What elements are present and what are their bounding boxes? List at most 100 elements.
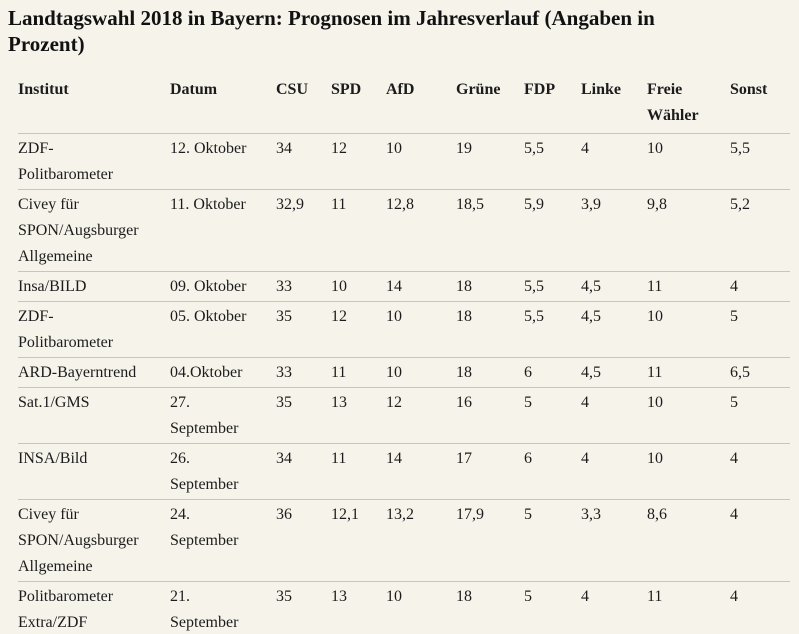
- cell-freie-waehler: 11: [647, 588, 663, 605]
- cell-datum: 09. Oktober: [170, 278, 247, 295]
- cell-sonst: 5: [730, 308, 738, 325]
- cell-afd: 14: [386, 450, 402, 467]
- cell-datum: 21. September: [170, 588, 239, 631]
- table-header: Institut Datum CSU SPD AfD Grüne FDP Lin…: [18, 69, 790, 134]
- cell-csu: 33: [276, 364, 292, 381]
- table-row: ARD-Bayerntrend 04.Oktober 33 11 10 18 6…: [18, 357, 790, 388]
- cell-gruene: 18: [456, 308, 472, 325]
- cell-csu: 35: [276, 308, 292, 325]
- cell-linke: 3,9: [581, 196, 601, 213]
- col-header-afd: AfD: [386, 81, 415, 98]
- cell-gruene: 17,9: [456, 506, 484, 523]
- cell-datum: 27. September: [170, 394, 239, 437]
- cell-institut: Civey für SPON/Augsburger Allgemeine: [18, 506, 139, 575]
- cell-freie-waehler: 11: [647, 278, 663, 295]
- col-header-spd: SPD: [331, 81, 362, 98]
- cell-institut: ZDF-Politbarometer: [18, 140, 114, 183]
- cell-freie-waehler: 10: [647, 394, 663, 411]
- table-row: Sat.1/GMS 27. September 35 13 12 16 5 4 …: [18, 387, 790, 444]
- cell-afd: 10: [386, 364, 402, 381]
- cell-spd: 12,1: [331, 506, 359, 523]
- cell-fdp: 6: [524, 450, 532, 467]
- cell-datum: 12. Oktober: [170, 140, 247, 157]
- cell-afd: 14: [386, 278, 402, 295]
- cell-institut: ZDF-Politbarometer: [18, 308, 114, 351]
- cell-csu: 35: [276, 394, 292, 411]
- poll-results-table: Institut Datum CSU SPD AfD Grüne FDP Lin…: [18, 69, 790, 634]
- cell-freie-waehler: 10: [647, 140, 663, 157]
- cell-spd: 10: [331, 278, 347, 295]
- cell-spd: 13: [331, 588, 347, 605]
- cell-fdp: 6: [524, 364, 532, 381]
- col-header-freie-waehler: Freie Wähler: [647, 81, 699, 124]
- cell-institut: Insa/BILD: [18, 278, 87, 295]
- cell-fdp: 5: [524, 506, 532, 523]
- cell-spd: 11: [331, 196, 347, 213]
- cell-linke: 4: [581, 394, 589, 411]
- cell-afd: 13,2: [386, 506, 414, 523]
- cell-institut: Civey für SPON/Augsburger Allgemeine: [18, 196, 139, 265]
- cell-gruene: 18,5: [456, 196, 484, 213]
- cell-spd: 11: [331, 450, 347, 467]
- cell-spd: 12: [331, 308, 347, 325]
- page-title: Landtagswahl 2018 in Bayern: Prognosen i…: [8, 6, 655, 56]
- cell-fdp: 5,5: [524, 308, 544, 325]
- cell-freie-waehler: 11: [647, 364, 663, 381]
- col-header-csu: CSU: [276, 81, 309, 98]
- cell-datum: 26. September: [170, 450, 239, 493]
- cell-fdp: 5: [524, 588, 532, 605]
- header-row: Institut Datum CSU SPD AfD Grüne FDP Lin…: [18, 69, 790, 134]
- cell-csu: 35: [276, 588, 292, 605]
- cell-datum: 04.Oktober: [170, 364, 243, 381]
- cell-linke: 4: [581, 450, 589, 467]
- cell-institut: INSA/Bild: [18, 450, 88, 467]
- cell-csu: 36: [276, 506, 292, 523]
- cell-gruene: 16: [456, 394, 472, 411]
- col-header-fdp: FDP: [524, 81, 556, 98]
- cell-fdp: 5,9: [524, 196, 544, 213]
- cell-sonst: 4: [730, 278, 738, 295]
- cell-spd: 13: [331, 394, 347, 411]
- table-row: Civey für SPON/Augsburger Allgemeine 11.…: [18, 189, 790, 272]
- table-row: ZDF-Politbarometer 12. Oktober 34 12 10 …: [18, 133, 790, 190]
- cell-sonst: 4: [730, 450, 738, 467]
- cell-linke: 4,5: [581, 364, 601, 381]
- cell-csu: 34: [276, 140, 292, 157]
- cell-afd: 10: [386, 588, 402, 605]
- cell-linke: 4: [581, 140, 589, 157]
- table-row: Insa/BILD 09. Oktober 33 10 14 18 5,5 4,…: [18, 271, 790, 302]
- cell-linke: 4,5: [581, 278, 601, 295]
- cell-afd: 12: [386, 394, 402, 411]
- cell-sonst: 5: [730, 394, 738, 411]
- cell-gruene: 17: [456, 450, 472, 467]
- cell-freie-waehler: 10: [647, 450, 663, 467]
- cell-csu: 33: [276, 278, 292, 295]
- col-header-datum: Datum: [170, 81, 218, 98]
- cell-freie-waehler: 10: [647, 308, 663, 325]
- col-header-linke: Linke: [581, 81, 622, 98]
- cell-linke: 4: [581, 588, 589, 605]
- cell-freie-waehler: 9,8: [647, 196, 667, 213]
- table-row: ZDF-Politbarometer 05. Oktober 35 12 10 …: [18, 301, 790, 358]
- cell-datum: 24. September: [170, 506, 239, 549]
- table-row: Politbarometer Extra/ZDF 21. September 3…: [18, 581, 790, 634]
- cell-institut: Sat.1/GMS: [18, 394, 90, 411]
- cell-fdp: 5: [524, 394, 532, 411]
- cell-datum: 05. Oktober: [170, 308, 247, 325]
- table-body: ZDF-Politbarometer 12. Oktober 34 12 10 …: [18, 133, 790, 634]
- cell-fdp: 5,5: [524, 140, 544, 157]
- cell-linke: 4,5: [581, 308, 601, 325]
- cell-spd: 12: [331, 140, 347, 157]
- cell-gruene: 18: [456, 364, 472, 381]
- cell-sonst: 5,5: [730, 140, 750, 157]
- col-header-gruene: Grüne: [456, 81, 501, 98]
- cell-freie-waehler: 8,6: [647, 506, 667, 523]
- cell-spd: 11: [331, 364, 347, 381]
- cell-sonst: 6,5: [730, 364, 750, 381]
- cell-sonst: 5,2: [730, 196, 750, 213]
- cell-afd: 10: [386, 140, 402, 157]
- cell-fdp: 5,5: [524, 278, 544, 295]
- cell-institut: ARD-Bayerntrend: [18, 364, 137, 381]
- cell-sonst: 4: [730, 588, 738, 605]
